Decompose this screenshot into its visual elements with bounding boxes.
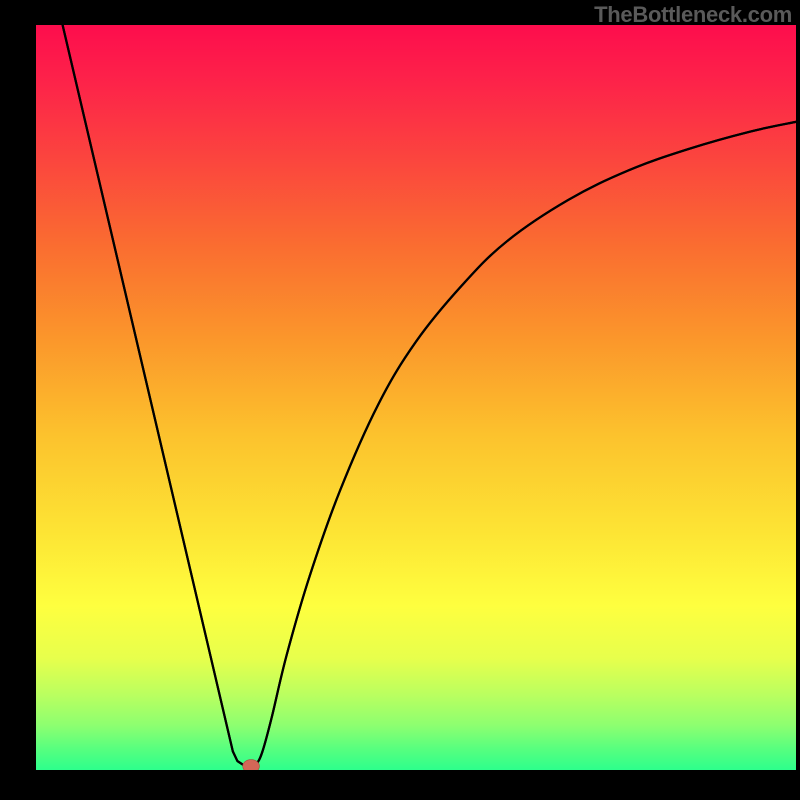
optimal-point-marker <box>243 760 260 770</box>
chart-plot <box>36 25 796 770</box>
watermark-text: TheBottleneck.com <box>594 2 792 28</box>
